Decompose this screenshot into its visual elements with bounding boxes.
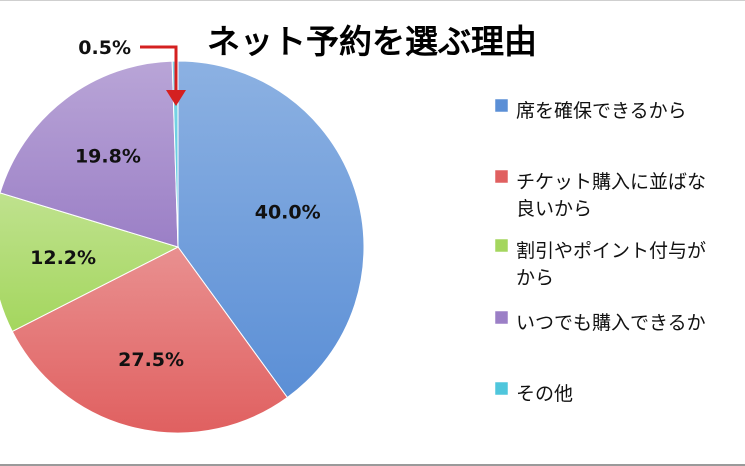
legend-swatch [494,238,509,253]
legend: 席を確保できるからチケット購入に並ばな良いから割引やポイント付与がからいつでも購… [494,98,706,405]
pie-slice-1 [177,60,365,399]
legend-label: から [516,267,554,289]
legend-label: いつでも購入できるか [516,312,706,334]
legend-swatch [494,169,509,184]
legend-label: 割引やポイント付与が [516,240,706,262]
legend-label: その他 [516,383,573,405]
slice-value-label: 12.2% [30,247,96,269]
slice-labels: 40.0% 27.5% 12.2% 19.8% [30,145,321,371]
chart-title: ネット予約を選ぶ理由 [207,22,537,61]
legend-swatch [494,381,509,396]
callout: 0.5% [78,37,186,106]
legend-label: 席を確保できるから [516,100,687,122]
pie-slice-3 [0,192,180,333]
slice-value-label: 19.8% [75,145,141,167]
slice-value-label: 40.0% [255,201,321,223]
slice-value-label: 27.5% [118,349,184,371]
slice-value-label: 0.5% [78,37,131,59]
pie-slice-2 [11,246,289,434]
legend-label: チケット購入に並ばな [516,171,706,193]
callout-line [140,45,178,93]
pie-slice-4 [0,60,179,248]
callout-arrow-icon [166,90,186,106]
legend-swatch [494,310,509,325]
pie-slices [0,60,365,434]
legend-label: 良いから [516,198,592,220]
legend-swatch [494,98,509,113]
